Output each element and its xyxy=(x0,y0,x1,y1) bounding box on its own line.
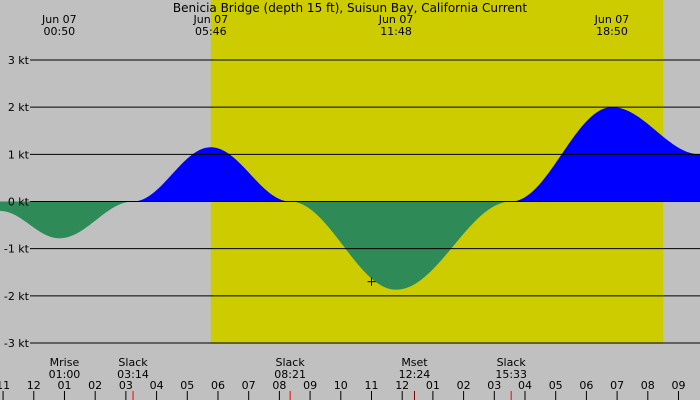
hour-tick-label: 08 xyxy=(641,379,655,392)
extreme-date-label: Jun 07 xyxy=(192,13,228,26)
event-time-label: 03:14 xyxy=(117,368,149,381)
extreme-time-label: 00:50 xyxy=(43,25,75,38)
hour-tick-label: 01 xyxy=(57,379,71,392)
hour-tick-label: 05 xyxy=(180,379,194,392)
flood-area xyxy=(0,107,700,202)
event-name-label: Slack xyxy=(118,356,148,369)
hour-tick-label: 06 xyxy=(579,379,593,392)
hour-tick-label: 05 xyxy=(549,379,563,392)
event-time-label: 01:00 xyxy=(49,368,81,381)
hour-tick-label: 04 xyxy=(518,379,532,392)
hour-tick-label: 06 xyxy=(211,379,225,392)
y-tick-label: -3 kt xyxy=(4,337,30,350)
hour-tick-label: 11 xyxy=(364,379,378,392)
event-time-label: 08:21 xyxy=(274,368,306,381)
hour-tick-label: 03 xyxy=(119,379,133,392)
hour-tick-label: 08 xyxy=(272,379,286,392)
hour-tick-label: 12 xyxy=(27,379,41,392)
hour-tick-label: 09 xyxy=(303,379,317,392)
event-name-label: Mset xyxy=(401,356,428,369)
hour-tick-label: 07 xyxy=(610,379,624,392)
hour-tick-label: 02 xyxy=(457,379,471,392)
hour-tick-label: 01 xyxy=(426,379,440,392)
y-tick-label: -1 kt xyxy=(4,243,30,256)
hour-tick-label: 03 xyxy=(487,379,501,392)
y-tick-label: -2 kt xyxy=(4,290,30,303)
y-tick-label: 1 kt xyxy=(8,148,30,161)
y-tick-label: 3 kt xyxy=(8,54,30,67)
chart-title: Benicia Bridge (depth 15 ft), Suisun Bay… xyxy=(173,1,527,15)
hour-tick-label: 04 xyxy=(150,379,164,392)
event-name-label: Slack xyxy=(497,356,527,369)
event-name-label: Slack xyxy=(276,356,306,369)
event-time-label: 12:24 xyxy=(399,368,431,381)
event-name-label: Mrise xyxy=(50,356,80,369)
extreme-time-label: 18:50 xyxy=(596,25,628,38)
hour-tick-label: 12 xyxy=(395,379,409,392)
hour-tick-label: 07 xyxy=(242,379,256,392)
event-time-label: 15:33 xyxy=(495,368,527,381)
ebb-area xyxy=(0,201,700,290)
hour-tick-label: 10 xyxy=(334,379,348,392)
hour-tick-label: 02 xyxy=(88,379,102,392)
y-tick-label: 0 kt xyxy=(8,196,30,209)
extreme-date-label: Jun 07 xyxy=(41,13,77,26)
extreme-date-label: Jun 07 xyxy=(378,13,414,26)
hour-tick-label: 09 xyxy=(672,379,686,392)
extreme-time-label: 11:48 xyxy=(380,25,412,38)
extreme-time-label: 05:46 xyxy=(195,25,227,38)
now-marker xyxy=(367,277,376,286)
extreme-date-label: Jun 07 xyxy=(594,13,630,26)
y-tick-label: 2 kt xyxy=(8,101,30,114)
hour-tick-label: 11 xyxy=(0,379,10,392)
